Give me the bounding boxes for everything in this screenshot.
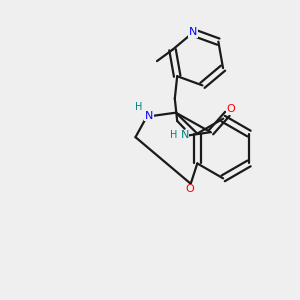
- Text: H: H: [169, 130, 177, 140]
- Text: N: N: [181, 130, 189, 140]
- Text: N: N: [145, 111, 153, 121]
- Text: O: O: [226, 104, 235, 114]
- Text: N: N: [189, 28, 197, 38]
- Text: O: O: [186, 184, 194, 194]
- Text: H: H: [135, 102, 142, 112]
